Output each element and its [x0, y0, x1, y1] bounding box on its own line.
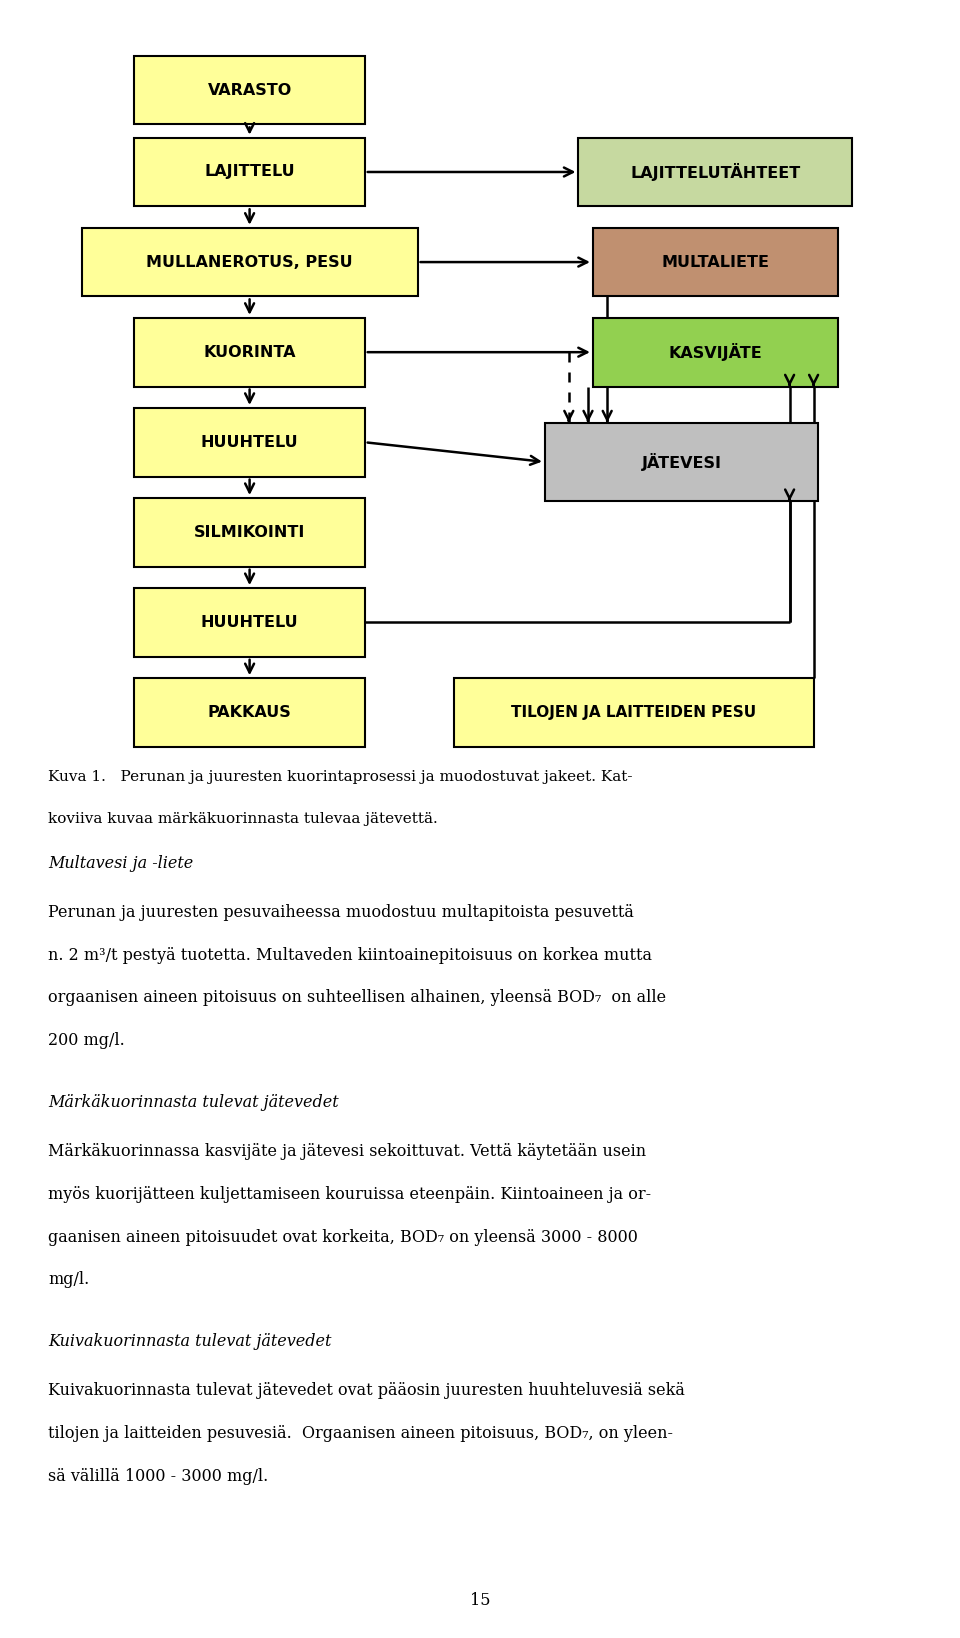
Text: Märkäkuorinnasta tulevat jätevedet: Märkäkuorinnasta tulevat jätevedet — [48, 1094, 339, 1111]
FancyBboxPatch shape — [82, 228, 418, 296]
Text: PAKKAUS: PAKKAUS — [207, 704, 292, 721]
Text: VARASTO: VARASTO — [207, 82, 292, 98]
Text: 200 mg/l.: 200 mg/l. — [48, 1032, 125, 1048]
Text: MULTALIETE: MULTALIETE — [661, 254, 769, 270]
Text: JÄTEVESI: JÄTEVESI — [641, 454, 722, 470]
Text: Perunan ja juuresten pesuvaiheessa muodostuu multapitoista pesuvettä: Perunan ja juuresten pesuvaiheessa muodo… — [48, 904, 634, 921]
FancyBboxPatch shape — [454, 678, 814, 747]
Text: LAJITTELU: LAJITTELU — [204, 164, 295, 180]
Text: Kuva 1.   Perunan ja juuresten kuorintaprosessi ja muodostuvat jakeet. Kat-: Kuva 1. Perunan ja juuresten kuorintapro… — [48, 770, 633, 785]
FancyBboxPatch shape — [134, 678, 365, 747]
Text: Multavesi ja -liete: Multavesi ja -liete — [48, 855, 193, 871]
Text: KUORINTA: KUORINTA — [204, 344, 296, 360]
Text: myös kuorijätteen kuljettamiseen kouruissa eteenpäin. Kiintoaineen ja or-: myös kuorijätteen kuljettamiseen kouruis… — [48, 1186, 651, 1202]
FancyBboxPatch shape — [134, 56, 365, 124]
Text: n. 2 m³/t pestyä tuotetta. Multaveden kiintoainepitoisuus on korkea mutta: n. 2 m³/t pestyä tuotetta. Multaveden ki… — [48, 947, 652, 963]
Text: HUUHTELU: HUUHTELU — [201, 614, 299, 631]
Text: KASVIJÄTE: KASVIJÄTE — [668, 344, 762, 360]
FancyBboxPatch shape — [134, 138, 365, 206]
Text: Kuivakuorinnasta tulevat jätevedet: Kuivakuorinnasta tulevat jätevedet — [48, 1333, 331, 1350]
Text: LAJITTELUTÄHTEET: LAJITTELUTÄHTEET — [630, 164, 801, 180]
Text: MULLANEROTUS, PESU: MULLANEROTUS, PESU — [146, 254, 353, 270]
Text: HUUHTELU: HUUHTELU — [201, 434, 299, 450]
Text: sä välillä 1000 - 3000 mg/l.: sä välillä 1000 - 3000 mg/l. — [48, 1468, 268, 1484]
FancyBboxPatch shape — [544, 423, 818, 501]
Text: tilojen ja laitteiden pesuvesiä.  Orgaanisen aineen pitoisuus, BOD₇, on yleen-: tilojen ja laitteiden pesuvesiä. Orgaani… — [48, 1425, 673, 1441]
Text: 15: 15 — [469, 1592, 491, 1609]
FancyBboxPatch shape — [578, 138, 852, 206]
Text: Märkäkuorinnassa kasvijäte ja jätevesi sekoittuvat. Vettä käytetään usein: Märkäkuorinnassa kasvijäte ja jätevesi s… — [48, 1143, 646, 1160]
Text: koviiva kuvaa märkäkuorinnasta tulevaa jätevettä.: koviiva kuvaa märkäkuorinnasta tulevaa j… — [48, 812, 438, 827]
FancyBboxPatch shape — [592, 318, 837, 387]
Text: SILMIKOINTI: SILMIKOINTI — [194, 524, 305, 541]
Text: mg/l.: mg/l. — [48, 1271, 89, 1287]
FancyBboxPatch shape — [134, 318, 365, 387]
FancyBboxPatch shape — [134, 588, 365, 657]
Text: TILOJEN JA LAITTEIDEN PESU: TILOJEN JA LAITTEIDEN PESU — [511, 704, 756, 721]
Text: gaanisen aineen pitoisuudet ovat korkeita, BOD₇ on yleensä 3000 - 8000: gaanisen aineen pitoisuudet ovat korkeit… — [48, 1228, 637, 1245]
Text: orgaanisen aineen pitoisuus on suhteellisen alhainen, yleensä BOD₇  on alle: orgaanisen aineen pitoisuus on suhteelli… — [48, 989, 666, 1006]
FancyBboxPatch shape — [592, 228, 837, 296]
FancyBboxPatch shape — [134, 498, 365, 567]
FancyBboxPatch shape — [134, 408, 365, 477]
Text: Kuivakuorinnasta tulevat jätevedet ovat pääosin juuresten huuhteluvesiä sekä: Kuivakuorinnasta tulevat jätevedet ovat … — [48, 1382, 684, 1399]
